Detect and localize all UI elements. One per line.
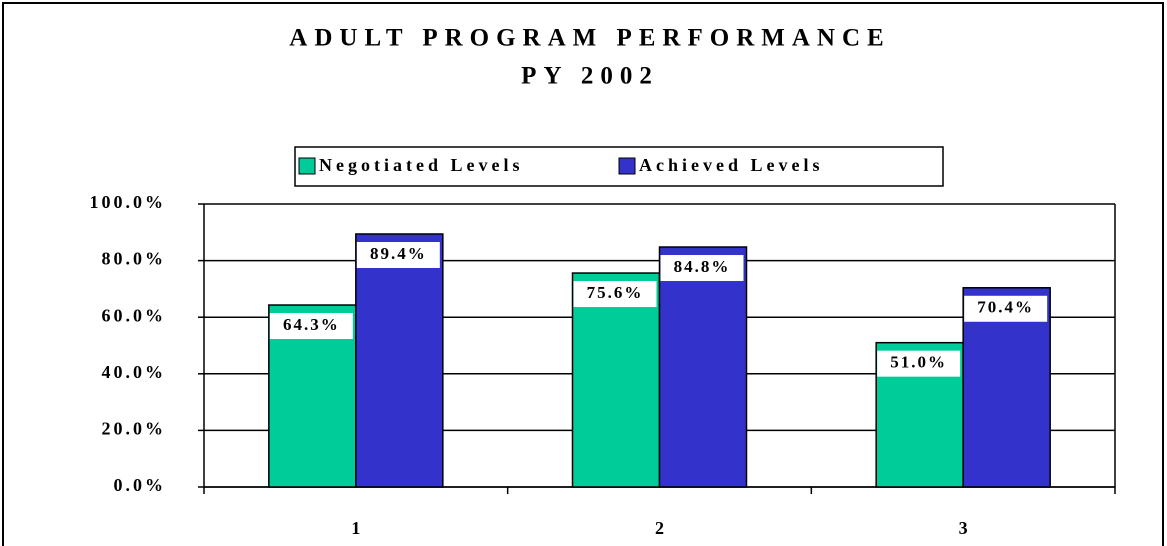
value-label: 89.4%: [370, 244, 427, 263]
bar: [658, 246, 748, 488]
value-label-box: [877, 350, 961, 377]
value-label: 75.6%: [587, 283, 644, 302]
value-label-box: [964, 295, 1048, 322]
y-tick-label: 0.0%: [114, 475, 167, 495]
y-tick-label: 80.0%: [102, 249, 167, 269]
y-tick-label: 60.0%: [102, 305, 167, 325]
value-label-box: [573, 281, 657, 308]
legend-label: Achieved Levels: [639, 155, 823, 175]
bar: [571, 272, 661, 488]
value-label: 64.3%: [283, 315, 340, 334]
value-label: 84.8%: [674, 257, 731, 276]
bar: [355, 233, 444, 488]
value-label-box: [269, 313, 353, 340]
chart-subtitle: PY 2002: [521, 63, 659, 90]
legend-swatch: [298, 157, 316, 175]
chart-title: ADULT PROGRAM PERFORMANCE: [289, 25, 890, 52]
y-tick-label: 100.0%: [90, 192, 167, 212]
value-label: 70.4%: [977, 298, 1034, 317]
legend-label: Negotiated Levels: [319, 155, 523, 175]
x-tick-label: 3: [959, 518, 968, 538]
y-tick-label: 20.0%: [102, 419, 167, 439]
value-label-box: [356, 241, 440, 268]
legend-swatch: [618, 157, 636, 175]
value-label-box: [660, 255, 744, 282]
x-tick-label: 1: [351, 518, 360, 538]
y-tick-label: 40.0%: [102, 362, 167, 382]
value-label: 51.0%: [890, 353, 947, 372]
x-tick-label: 2: [655, 518, 664, 538]
